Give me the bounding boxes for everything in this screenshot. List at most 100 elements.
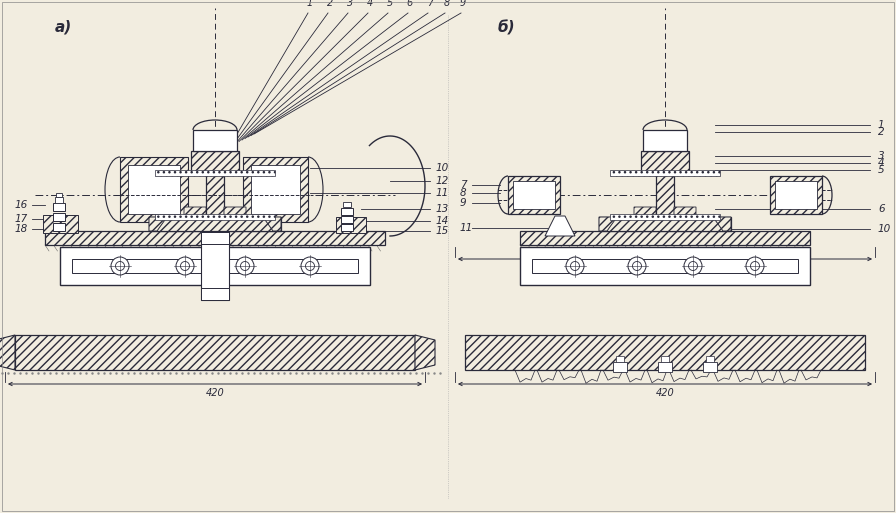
Text: 3: 3: [347, 0, 353, 8]
Polygon shape: [674, 207, 696, 217]
Circle shape: [111, 257, 129, 275]
Bar: [610, 170, 720, 176]
Bar: [613, 362, 627, 372]
Bar: [341, 208, 353, 215]
Bar: [45, 231, 385, 245]
Bar: [201, 232, 229, 244]
Text: 18: 18: [14, 224, 27, 234]
Polygon shape: [224, 207, 246, 217]
Circle shape: [746, 257, 764, 275]
Bar: [128, 165, 180, 214]
Circle shape: [116, 262, 125, 270]
Bar: [599, 217, 731, 231]
Bar: [341, 216, 353, 223]
Bar: [206, 173, 224, 217]
Circle shape: [176, 257, 194, 275]
Text: 6: 6: [878, 204, 884, 214]
Bar: [341, 224, 353, 231]
Text: 200: 200: [656, 264, 675, 274]
Bar: [508, 176, 560, 214]
Polygon shape: [415, 335, 435, 370]
Bar: [53, 203, 65, 211]
Text: б): б): [498, 20, 515, 35]
Circle shape: [306, 262, 314, 270]
Bar: [53, 223, 65, 231]
Circle shape: [180, 262, 189, 270]
Polygon shape: [713, 217, 731, 231]
Bar: [532, 259, 798, 273]
Text: 11: 11: [460, 223, 473, 233]
Bar: [251, 165, 300, 214]
Text: 9: 9: [460, 0, 466, 8]
Text: 12: 12: [436, 176, 449, 186]
Bar: [72, 259, 358, 273]
Text: 13: 13: [436, 204, 449, 214]
Text: 15: 15: [436, 226, 449, 236]
Text: 2: 2: [878, 127, 884, 137]
Text: 7: 7: [460, 180, 467, 190]
Circle shape: [301, 257, 319, 275]
Text: 220: 220: [551, 264, 569, 274]
Bar: [658, 362, 672, 372]
Bar: [465, 335, 865, 370]
Bar: [43, 215, 78, 233]
Bar: [191, 151, 239, 173]
Bar: [120, 157, 188, 222]
Bar: [616, 356, 624, 362]
Bar: [193, 130, 237, 151]
Text: 220: 220: [761, 264, 780, 274]
Circle shape: [628, 257, 646, 275]
Text: 310±1: 310±1: [198, 276, 231, 286]
Circle shape: [688, 262, 697, 270]
Bar: [149, 217, 281, 231]
Bar: [706, 356, 714, 362]
Bar: [641, 151, 689, 173]
Bar: [243, 157, 308, 222]
Text: 3: 3: [878, 151, 884, 161]
Text: а): а): [55, 20, 73, 35]
Bar: [201, 232, 229, 300]
Text: 11: 11: [436, 188, 449, 198]
Text: 14: 14: [436, 216, 449, 226]
Text: 4: 4: [366, 0, 373, 8]
Polygon shape: [184, 207, 206, 217]
Circle shape: [566, 257, 584, 275]
Bar: [520, 247, 810, 285]
Text: 2: 2: [327, 0, 333, 8]
Circle shape: [751, 262, 760, 270]
Bar: [155, 170, 275, 176]
Text: 7: 7: [426, 0, 433, 8]
Bar: [53, 213, 65, 221]
Text: 17: 17: [14, 214, 27, 224]
Polygon shape: [599, 217, 617, 231]
Bar: [661, 356, 669, 362]
Circle shape: [240, 262, 249, 270]
Circle shape: [684, 257, 702, 275]
Text: 420: 420: [656, 388, 675, 398]
Text: 1: 1: [878, 120, 884, 130]
Bar: [15, 335, 415, 370]
Bar: [55, 197, 63, 203]
Polygon shape: [149, 217, 167, 231]
Text: 5: 5: [878, 165, 884, 175]
Polygon shape: [634, 207, 656, 217]
Polygon shape: [0, 335, 15, 370]
Bar: [56, 193, 62, 197]
Text: 6: 6: [407, 0, 413, 8]
Text: 8: 8: [444, 0, 450, 8]
Text: 9: 9: [460, 198, 467, 208]
Bar: [643, 130, 687, 151]
Text: 8: 8: [460, 188, 467, 198]
Text: 5: 5: [387, 0, 393, 8]
Text: 4: 4: [878, 158, 884, 168]
Text: 420: 420: [205, 388, 224, 398]
Circle shape: [571, 262, 580, 270]
Text: 238: 238: [205, 264, 224, 274]
Circle shape: [236, 257, 254, 275]
Bar: [520, 231, 810, 245]
Bar: [201, 288, 229, 300]
Bar: [610, 214, 720, 220]
Bar: [60, 247, 370, 285]
Text: 10: 10: [878, 224, 892, 234]
Bar: [703, 362, 717, 372]
